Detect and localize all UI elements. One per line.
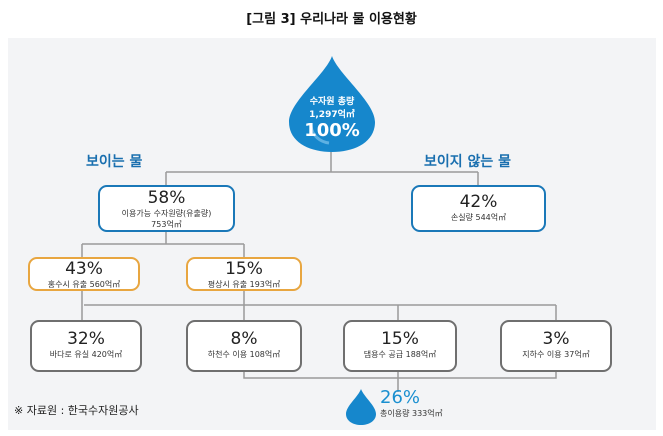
river-label: 하천수 이용 108억㎥ [207, 350, 281, 359]
dam-label: 댐용수 공급 188억㎥ [363, 350, 437, 359]
ground-label: 지하수 이용 37억㎥ [522, 350, 590, 359]
usable-label: 이용가능 수자원량(유출량) [121, 209, 212, 218]
total-usage: 26% 총이용량 333억㎥ [380, 388, 443, 419]
flood-percent: 43% [65, 259, 103, 279]
visible-water-heading: 보이는 물 [86, 154, 143, 170]
normal-label: 평상시 유출 193억㎥ [207, 280, 281, 289]
ground-percent: 3% [542, 329, 570, 349]
source-note: ※ 자료원 : 한국수자원공사 [14, 404, 139, 417]
connector-top [165, 148, 479, 185]
drop-total-amount: 1,297억㎥ [309, 110, 355, 120]
total-usage-label: 총이용량 333억㎥ [380, 409, 443, 418]
connector-bottom [81, 290, 557, 320]
sea-loss-box: 32% 바다로 유실 420억㎥ [30, 320, 142, 372]
normal-runoff-box: 15% 평상시 유출 193억㎥ [186, 257, 302, 291]
river-percent: 8% [230, 329, 258, 349]
loss-label: 손실량 544억㎥ [450, 213, 507, 222]
dam-supply-box: 15% 댐용수 공급 188억㎥ [343, 320, 457, 372]
total-usage-percent: 26% [380, 387, 421, 408]
connector-usable [81, 231, 245, 257]
sea-label: 바다로 유실 420억㎥ [49, 350, 123, 359]
invisible-water-heading: 보이지 않는 물 [424, 154, 512, 170]
usable-water-box: 58% 이용가능 수자원량(유출량) 753억㎥ [98, 185, 235, 232]
usable-amount: 753억㎥ [151, 220, 182, 229]
loss-water-box: 42% 손실량 544억㎥ [411, 185, 546, 232]
connector-usage [243, 372, 557, 392]
river-use-box: 8% 하천수 이용 108억㎥ [186, 320, 302, 372]
flood-label: 홍수시 유출 560억㎥ [47, 280, 121, 289]
flood-runoff-box: 43% 홍수시 유출 560억㎥ [28, 257, 140, 291]
sea-percent: 32% [67, 329, 105, 349]
usable-percent: 58% [147, 188, 186, 208]
figure-title: [그림 3] 우리나라 물 이용현황 [246, 12, 417, 27]
drop-total-label: 수자원 총량 [309, 97, 355, 107]
water-drop-icon [289, 56, 375, 152]
loss-percent: 42% [459, 192, 498, 212]
dam-percent: 15% [381, 329, 419, 349]
small-water-drop-icon [346, 389, 376, 425]
drop-total-percent: 100% [304, 120, 360, 141]
groundwater-use-box: 3% 지하수 이용 37억㎥ [500, 320, 612, 372]
normal-percent: 15% [225, 259, 263, 279]
